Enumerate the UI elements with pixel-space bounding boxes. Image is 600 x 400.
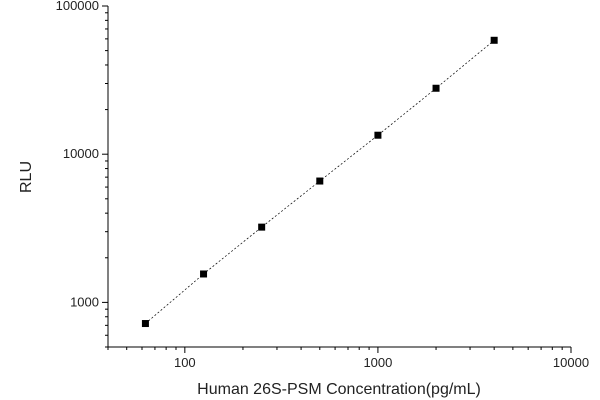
- axes: [107, 6, 571, 348]
- series: [141, 36, 498, 328]
- data-point: [374, 131, 382, 139]
- y-tick-label: 10000: [63, 146, 99, 161]
- x-tick-label: 10000: [553, 355, 589, 370]
- y-tick-label: 1000: [70, 294, 99, 309]
- data-point: [200, 270, 208, 278]
- ticks: 100 1000 10000 1000 10000 100000: [56, 0, 589, 370]
- x-tick-label: 100: [174, 355, 196, 370]
- y-axis-title: RLU: [18, 161, 35, 193]
- data-point: [258, 223, 266, 231]
- x-axis-title: Human 26S-PSM Concentration(pg/mL): [197, 381, 481, 398]
- data-point: [316, 177, 324, 185]
- data-point: [432, 84, 440, 92]
- data-point: [141, 320, 149, 328]
- data-point: [490, 36, 498, 44]
- x-tick-label: 1000: [363, 355, 392, 370]
- y-tick-label: 100000: [56, 0, 99, 13]
